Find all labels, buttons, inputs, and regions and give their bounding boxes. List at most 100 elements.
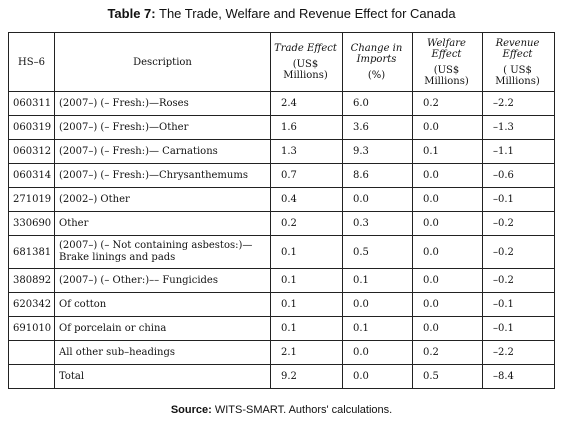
header-imports-change-label: Change in Imports (350, 43, 403, 65)
cell-description: Of cotton (54, 292, 271, 317)
header-trade-effect: Trade Effect (US$ Millions) (270, 32, 343, 92)
header-description: Description (54, 32, 271, 92)
table-row-total: Total 9.2 0.0 0.5 –8.4 (8, 364, 555, 389)
cell-trade-effect: 1.3 (270, 139, 343, 164)
header-trade-effect-unit: (US$ Millions) (283, 59, 328, 81)
header-imports-change: Change in Imports (%) (342, 32, 413, 92)
table-header-row: HS–6 Description Trade Effect (US$ Milli… (8, 32, 555, 92)
table-row: 380892 (2007–) (– Other:)–– Fungicides 0… (8, 268, 555, 293)
cell-revenue-effect: –2.2 (482, 340, 555, 365)
cell-hs: 271019 (8, 187, 55, 212)
cell-imports-change: 0.1 (342, 316, 413, 341)
cell-welfare-effect: 0.0 (412, 115, 483, 140)
table-row: 060311 (2007–) (– Fresh:)—Roses 2.4 6.0 … (8, 91, 555, 116)
cell-welfare-effect: 0.1 (412, 139, 483, 164)
cell-description: (2007–) (– Other:)–– Fungicides (54, 268, 271, 293)
cell-revenue-effect: –8.4 (482, 364, 555, 389)
effects-table: HS–6 Description Trade Effect (US$ Milli… (8, 32, 555, 389)
cell-hs: 380892 (8, 268, 55, 293)
cell-trade-effect: 0.1 (270, 316, 343, 341)
header-welfare-effect: Welfare Effect (US$ Millions) (412, 32, 483, 92)
cell-imports-change: 3.6 (342, 115, 413, 140)
header-revenue-effect-unit: ( US$ Millions) (495, 64, 540, 87)
table-title-label: Table 7: (107, 6, 156, 21)
cell-description: (2007–) (– Not containing asbestos:)— Br… (54, 235, 271, 269)
cell-revenue-effect: –0.2 (482, 268, 555, 293)
header-revenue-effect-label: Revenue Effect (495, 37, 540, 60)
table-row: 330690 Other 0.2 0.3 0.0 –0.2 (8, 211, 555, 236)
cell-hs: 620342 (8, 292, 55, 317)
source-text: WITS-SMART. Authors' calculations. (214, 404, 393, 416)
cell-welfare-effect: 0.0 (412, 163, 483, 188)
table-row: All other sub–headings 2.1 0.0 0.2 –2.2 (8, 340, 555, 365)
cell-hs: 060319 (8, 115, 55, 140)
header-imports-change-unit: (%) (367, 70, 386, 81)
cell-revenue-effect: –1.3 (482, 115, 555, 140)
cell-hs (8, 364, 55, 389)
cell-revenue-effect: –0.1 (482, 316, 555, 341)
header-welfare-effect-unit: (US$ Millions) (424, 64, 469, 87)
cell-imports-change: 0.0 (342, 292, 413, 317)
cell-imports-change: 0.0 (342, 340, 413, 365)
table-row: 271019 (2002–) Other 0.4 0.0 0.0 –0.1 (8, 187, 555, 212)
cell-trade-effect: 0.1 (270, 235, 343, 269)
cell-description: (2007–) (– Fresh:)—Chrysanthemums (54, 163, 271, 188)
cell-description: Total (54, 364, 271, 389)
source-label: Source: (170, 404, 212, 416)
cell-welfare-effect: 0.0 (412, 211, 483, 236)
table-body: 060311 (2007–) (– Fresh:)—Roses 2.4 6.0 … (8, 91, 555, 389)
cell-description: Of porcelain or china (54, 316, 271, 341)
source-note: Source: WITS-SMART. Authors' calculation… (0, 404, 563, 416)
cell-revenue-effect: –0.2 (482, 235, 555, 269)
table-row: 620342 Of cotton 0.1 0.0 0.0 –0.1 (8, 292, 555, 317)
cell-description: (2007–) (– Fresh:)—Roses (54, 91, 271, 116)
cell-imports-change: 6.0 (342, 91, 413, 116)
cell-hs: 330690 (8, 211, 55, 236)
cell-trade-effect: 0.4 (270, 187, 343, 212)
cell-hs (8, 340, 55, 365)
cell-description: All other sub–headings (54, 340, 271, 365)
cell-revenue-effect: –1.1 (482, 139, 555, 164)
cell-revenue-effect: –0.2 (482, 211, 555, 236)
cell-description: (2007–) (– Fresh:)— Carnations (54, 139, 271, 164)
cell-trade-effect: 9.2 (270, 364, 343, 389)
cell-description: (2002–) Other (54, 187, 271, 212)
header-welfare-effect-label: Welfare Effect (427, 37, 466, 60)
table-title: Table 7: The Trade, Welfare and Revenue … (0, 6, 563, 21)
cell-revenue-effect: –0.1 (482, 292, 555, 317)
cell-hs: 691010 (8, 316, 55, 341)
cell-trade-effect: 2.4 (270, 91, 343, 116)
cell-trade-effect: 0.2 (270, 211, 343, 236)
cell-hs: 681381 (8, 235, 55, 269)
cell-imports-change: 8.6 (342, 163, 413, 188)
cell-trade-effect: 0.1 (270, 292, 343, 317)
header-hs: HS–6 (8, 32, 55, 92)
cell-hs: 060311 (8, 91, 55, 116)
table-row: 060312 (2007–) (– Fresh:)— Carnations 1.… (8, 139, 555, 164)
cell-hs: 060312 (8, 139, 55, 164)
cell-description: (2007–) (– Fresh:)—Other (54, 115, 271, 140)
cell-welfare-effect: 0.0 (412, 292, 483, 317)
table-title-text: The Trade, Welfare and Revenue Effect fo… (159, 6, 456, 21)
cell-welfare-effect: 0.0 (412, 316, 483, 341)
cell-revenue-effect: –0.1 (482, 187, 555, 212)
cell-revenue-effect: –0.6 (482, 163, 555, 188)
header-trade-effect-label: Trade Effect (274, 43, 337, 54)
cell-trade-effect: 1.6 (270, 115, 343, 140)
cell-welfare-effect: 0.0 (412, 235, 483, 269)
cell-imports-change: 9.3 (342, 139, 413, 164)
cell-description: Other (54, 211, 271, 236)
cell-welfare-effect: 0.0 (412, 187, 483, 212)
cell-trade-effect: 0.7 (270, 163, 343, 188)
header-revenue-effect: Revenue Effect ( US$ Millions) (482, 32, 555, 92)
cell-trade-effect: 2.1 (270, 340, 343, 365)
cell-revenue-effect: –2.2 (482, 91, 555, 116)
table-row: 060319 (2007–) (– Fresh:)—Other 1.6 3.6 … (8, 115, 555, 140)
cell-imports-change: 0.1 (342, 268, 413, 293)
cell-imports-change: 0.0 (342, 187, 413, 212)
table-row: 060314 (2007–) (– Fresh:)—Chrysanthemums… (8, 163, 555, 188)
table-row: 691010 Of porcelain or china 0.1 0.1 0.0… (8, 316, 555, 341)
cell-welfare-effect: 0.5 (412, 364, 483, 389)
cell-welfare-effect: 0.0 (412, 268, 483, 293)
